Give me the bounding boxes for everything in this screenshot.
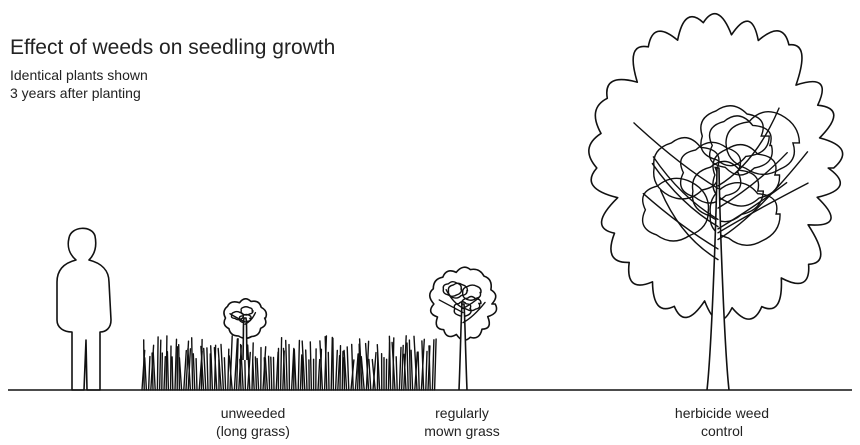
grass-blade	[347, 347, 349, 390]
grass-blade	[418, 352, 419, 390]
subtitle-line: Identical plants shown	[10, 67, 148, 83]
grass-blade	[338, 356, 340, 390]
grass-blade	[402, 345, 404, 390]
grass-blade	[328, 353, 329, 391]
grass-blade	[300, 355, 301, 390]
grass-blade	[389, 336, 390, 390]
grass-blade	[144, 340, 145, 390]
grass-blade	[164, 357, 165, 390]
caption: (long grass)	[216, 423, 290, 439]
grass-blade	[172, 357, 173, 390]
caption: regularly	[435, 405, 489, 421]
grass-blade	[369, 360, 371, 391]
grass-blade	[333, 338, 334, 390]
grass-blade	[435, 339, 437, 390]
grass-blade	[269, 356, 270, 390]
person	[57, 228, 111, 390]
caption: mown grass	[424, 423, 499, 439]
grass-blade	[409, 340, 410, 390]
grass-blade	[342, 351, 343, 390]
grass-blade	[179, 345, 180, 390]
grass-blade	[396, 357, 397, 390]
grass-blade	[193, 354, 195, 390]
grass-blade	[255, 357, 256, 390]
grass-blade	[432, 340, 434, 390]
grass-blade	[224, 358, 225, 390]
grass-blade	[145, 358, 147, 390]
grass-blade	[306, 350, 307, 390]
grass-blade	[298, 341, 299, 391]
grass-blade	[271, 357, 272, 390]
caption: control	[701, 423, 743, 439]
grass-blade	[318, 360, 320, 390]
grass-blade	[340, 346, 341, 390]
grass-blade	[253, 360, 255, 390]
grass-blade	[175, 339, 177, 390]
grass-blade	[166, 336, 167, 390]
grass-blade	[157, 337, 158, 390]
grass-blade	[257, 359, 259, 390]
grass-blade	[162, 353, 163, 390]
grass-blade	[399, 347, 401, 390]
grass-blade	[228, 349, 229, 390]
grass-blade	[286, 341, 288, 391]
grass-blade	[192, 338, 193, 390]
grass-blade	[281, 338, 282, 390]
grass-blade	[294, 350, 296, 391]
grass-blade	[204, 348, 206, 390]
grass-blade	[426, 351, 427, 390]
grass-blade	[336, 350, 338, 390]
grass-blade	[149, 357, 150, 390]
grass-blade	[407, 343, 408, 390]
subtitle-line: 3 years after planting	[10, 85, 141, 101]
caption: herbicide weed	[675, 405, 769, 421]
diagram: Effect of weeds on seedling growth Ident…	[0, 0, 860, 445]
long-grass	[142, 336, 436, 390]
grass-blade	[331, 337, 332, 390]
grass-blade	[196, 359, 197, 390]
caption: unweeded	[221, 405, 286, 421]
grass-blade	[207, 348, 208, 390]
grass-blade	[411, 350, 413, 390]
grass-blade	[160, 340, 161, 390]
grass-blade	[274, 358, 275, 391]
grass-blade	[211, 346, 213, 390]
title: Effect of weeds on seedling growth	[10, 36, 335, 59]
grass-blade	[167, 352, 168, 390]
grass-blade	[310, 342, 311, 390]
trees	[224, 14, 843, 390]
